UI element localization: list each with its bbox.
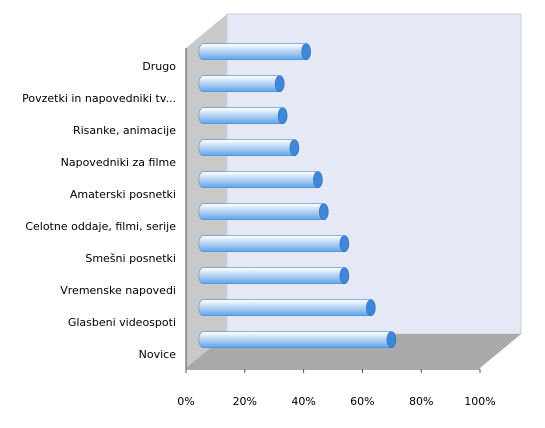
- category-label: Risanke, animacije: [73, 124, 176, 137]
- x-tick-label: 80%: [409, 395, 433, 408]
- bar: [198, 75, 285, 93]
- bar-end-cap: [386, 331, 397, 349]
- category-label: Drugo: [142, 60, 176, 73]
- bar: [198, 43, 311, 61]
- x-tick-label: 20%: [233, 395, 257, 408]
- chart-walls: [186, 13, 522, 368]
- bar: [198, 203, 329, 221]
- bar: [198, 299, 376, 317]
- category-label: Celotne oddaje, filmi, serije: [25, 220, 176, 233]
- x-tick-label: 0%: [177, 395, 194, 408]
- category-label: Povzetki in napovedniki tv...: [22, 92, 176, 105]
- bar-end-cap: [274, 75, 285, 93]
- category-label: Amaterski posnetki: [70, 188, 176, 201]
- bars: [198, 43, 397, 349]
- bar: [198, 139, 300, 157]
- category-label: Napovedniki za filme: [61, 156, 177, 169]
- category-label: Vremenske napovedi: [60, 284, 176, 297]
- bar: [198, 107, 288, 125]
- bar-end-cap: [339, 267, 350, 285]
- category-label: Smešni posnetki: [85, 252, 176, 265]
- x-tick-label: 40%: [291, 395, 315, 408]
- bar: [198, 171, 323, 189]
- bar-end-cap: [339, 235, 350, 253]
- bar-end-cap: [313, 171, 323, 189]
- bar: [198, 331, 397, 349]
- bar-end-cap: [318, 203, 329, 221]
- bar-end-cap: [301, 43, 311, 61]
- bar: [198, 235, 350, 253]
- category-labels: Drugo Povzetki in napovedniki tv... Risank…: [22, 60, 176, 361]
- category-label: Glasbeni videospoti: [68, 316, 176, 329]
- bar-end-cap: [277, 107, 288, 125]
- bar: [198, 267, 350, 285]
- category-label: Novice: [139, 348, 177, 361]
- x-tick-label: 60%: [350, 395, 374, 408]
- bar-end-cap: [289, 139, 300, 157]
- x-tick-label: 100%: [464, 395, 495, 408]
- bar-end-cap: [365, 299, 376, 317]
- x-axis: 0% 20% 40% 60% 80% 100%: [177, 48, 496, 408]
